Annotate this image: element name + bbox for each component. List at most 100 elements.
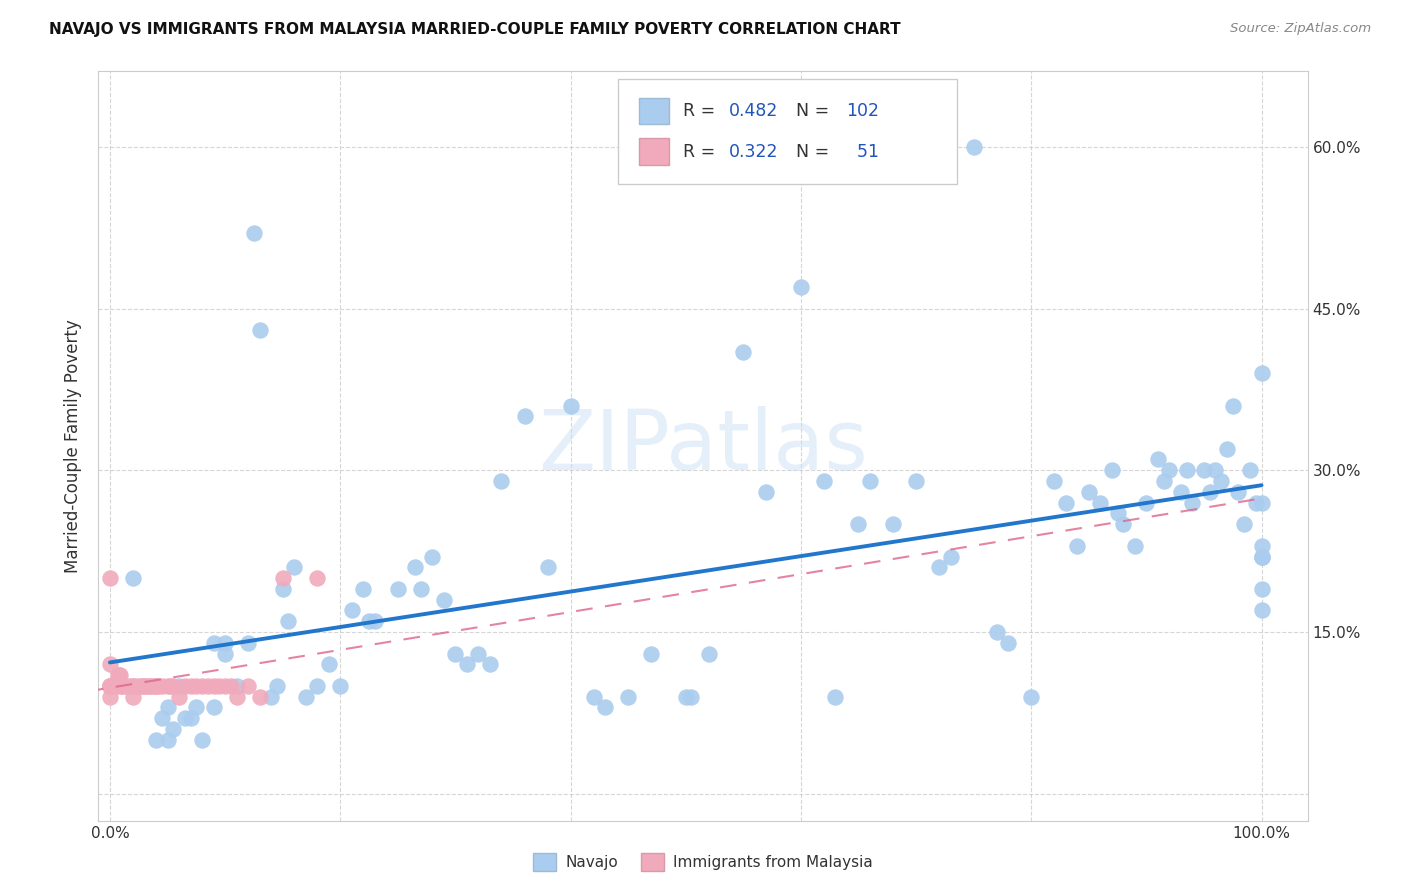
Point	[98, 679, 121, 693]
Point	[202, 679, 225, 693]
Point	[145, 679, 167, 693]
Point	[283, 560, 305, 574]
Point	[824, 690, 846, 704]
Point	[134, 679, 156, 693]
Point	[1112, 517, 1135, 532]
Point	[271, 571, 294, 585]
Point	[1211, 474, 1233, 488]
Point	[150, 679, 173, 693]
Point	[202, 636, 225, 650]
Point	[266, 679, 288, 693]
Point	[180, 711, 202, 725]
Point	[197, 679, 219, 693]
Point	[1192, 463, 1215, 477]
FancyBboxPatch shape	[619, 78, 957, 184]
Point	[433, 592, 456, 607]
Point	[1250, 539, 1272, 553]
Point	[1066, 539, 1088, 553]
Point	[478, 657, 501, 672]
Point	[260, 690, 283, 704]
Point	[98, 679, 121, 693]
Point	[208, 679, 231, 693]
Text: 0.322: 0.322	[728, 143, 779, 161]
Point	[191, 679, 214, 693]
Point	[640, 647, 662, 661]
Point	[173, 711, 195, 725]
FancyBboxPatch shape	[638, 138, 668, 165]
Point	[582, 690, 605, 704]
Point	[249, 323, 271, 337]
Text: N =: N =	[796, 143, 834, 161]
Point	[139, 679, 162, 693]
Point	[180, 679, 202, 693]
Point	[593, 700, 616, 714]
Point	[236, 636, 259, 650]
Point	[115, 679, 138, 693]
Point	[162, 722, 184, 736]
Point	[135, 679, 157, 693]
Point	[1153, 474, 1175, 488]
Point	[110, 679, 132, 693]
Point	[681, 690, 703, 704]
Text: ZIPatlas: ZIPatlas	[538, 406, 868, 486]
Point	[150, 711, 173, 725]
Point	[1250, 549, 1272, 564]
Point	[560, 399, 582, 413]
Point	[139, 679, 162, 693]
Point	[98, 679, 121, 693]
Point	[98, 679, 121, 693]
Point	[1181, 495, 1204, 509]
Point	[675, 690, 697, 704]
Point	[848, 517, 870, 532]
Point	[98, 690, 121, 704]
FancyBboxPatch shape	[638, 98, 668, 124]
Point	[122, 690, 145, 704]
Text: 0.482: 0.482	[728, 102, 779, 120]
Point	[243, 226, 266, 240]
Point	[318, 657, 340, 672]
Point	[1250, 549, 1272, 564]
Point	[294, 690, 316, 704]
Point	[134, 679, 156, 693]
Point	[122, 679, 145, 693]
Point	[1244, 495, 1267, 509]
Point	[456, 657, 478, 672]
Point	[928, 560, 950, 574]
Point	[104, 679, 127, 693]
Point	[467, 647, 489, 661]
Point	[1077, 484, 1099, 499]
Point	[162, 679, 184, 693]
Point	[1159, 463, 1181, 477]
Legend: Navajo, Immigrants from Malaysia: Navajo, Immigrants from Malaysia	[527, 847, 879, 877]
Text: NAVAJO VS IMMIGRANTS FROM MALAYSIA MARRIED-COUPLE FAMILY POVERTY CORRELATION CHA: NAVAJO VS IMMIGRANTS FROM MALAYSIA MARRI…	[49, 22, 901, 37]
Point	[1250, 603, 1272, 617]
Y-axis label: Married-Couple Family Poverty: Married-Couple Family Poverty	[65, 319, 83, 573]
Point	[409, 582, 432, 596]
Text: N =: N =	[796, 102, 834, 120]
Point	[148, 679, 170, 693]
Point	[156, 732, 179, 747]
Point	[352, 582, 374, 596]
Point	[1233, 517, 1256, 532]
Point	[167, 690, 190, 704]
Point	[112, 679, 135, 693]
Point	[733, 344, 755, 359]
Point	[202, 700, 225, 714]
Point	[444, 647, 467, 661]
Text: R =: R =	[683, 143, 721, 161]
Point	[98, 679, 121, 693]
Point	[404, 560, 426, 574]
Point	[882, 517, 904, 532]
Point	[755, 484, 778, 499]
Point	[617, 690, 640, 704]
Point	[1239, 463, 1261, 477]
Point	[1147, 452, 1170, 467]
Point	[1019, 690, 1042, 704]
Point	[986, 624, 1008, 639]
Point	[813, 474, 835, 488]
Point	[329, 679, 352, 693]
Point	[1043, 474, 1066, 488]
Point	[422, 549, 444, 564]
Point	[249, 690, 271, 704]
Point	[1135, 495, 1157, 509]
